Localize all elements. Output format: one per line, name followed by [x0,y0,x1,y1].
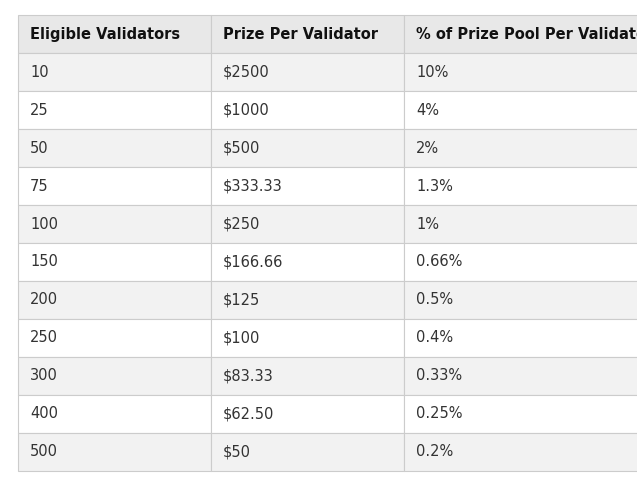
Text: $83.33: $83.33 [223,368,274,384]
Text: 400: 400 [30,407,58,422]
Bar [211,53,404,91]
Bar [18,433,211,471]
Bar [211,395,404,433]
Text: $100: $100 [223,331,261,345]
Text: $500: $500 [223,140,261,156]
Text: Prize Per Validator: Prize Per Validator [223,26,378,42]
Bar [211,433,404,471]
Text: Eligible Validators: Eligible Validators [30,26,180,42]
Bar [211,319,404,357]
Text: 0.66%: 0.66% [416,254,462,270]
Bar [211,243,404,281]
Text: $250: $250 [223,217,261,231]
Text: $62.50: $62.50 [223,407,275,422]
Text: 2%: 2% [416,140,439,156]
Bar [404,319,637,357]
Text: 0.4%: 0.4% [416,331,453,345]
Bar [18,243,211,281]
Bar [18,53,211,91]
Bar [211,91,404,129]
Bar [404,15,637,53]
Text: 0.25%: 0.25% [416,407,462,422]
Bar [211,205,404,243]
Text: $333.33: $333.33 [223,179,283,194]
Text: 0.2%: 0.2% [416,445,454,459]
Bar [211,129,404,167]
Bar [211,281,404,319]
Bar [404,281,637,319]
Text: 500: 500 [30,445,58,459]
Bar [18,281,211,319]
Text: 4%: 4% [416,103,439,117]
Text: $125: $125 [223,293,261,308]
Text: 75: 75 [30,179,48,194]
Text: 10: 10 [30,65,48,80]
Bar [404,433,637,471]
Text: 300: 300 [30,368,58,384]
Bar [18,357,211,395]
Bar [404,357,637,395]
Bar [404,167,637,205]
Text: 0.33%: 0.33% [416,368,462,384]
Bar [18,129,211,167]
Text: 100: 100 [30,217,58,231]
Text: 25: 25 [30,103,48,117]
Bar [18,15,211,53]
Bar [18,319,211,357]
Text: 250: 250 [30,331,58,345]
Bar [404,205,637,243]
Bar [404,129,637,167]
Text: 150: 150 [30,254,58,270]
Text: 0.5%: 0.5% [416,293,453,308]
Text: 200: 200 [30,293,58,308]
Text: % of Prize Pool Per Validator: % of Prize Pool Per Validator [416,26,637,42]
Text: $1000: $1000 [223,103,269,117]
Text: 50: 50 [30,140,48,156]
Text: $50: $50 [223,445,251,459]
Bar [404,395,637,433]
Bar [404,91,637,129]
Bar [18,395,211,433]
Bar [211,15,404,53]
Bar [211,167,404,205]
Bar [211,357,404,395]
Bar [18,205,211,243]
Text: 10%: 10% [416,65,448,80]
Text: $2500: $2500 [223,65,269,80]
Text: 1%: 1% [416,217,439,231]
Bar [18,167,211,205]
Bar [404,243,637,281]
Text: $166.66: $166.66 [223,254,283,270]
Bar [404,53,637,91]
Text: 1.3%: 1.3% [416,179,453,194]
Bar [18,91,211,129]
